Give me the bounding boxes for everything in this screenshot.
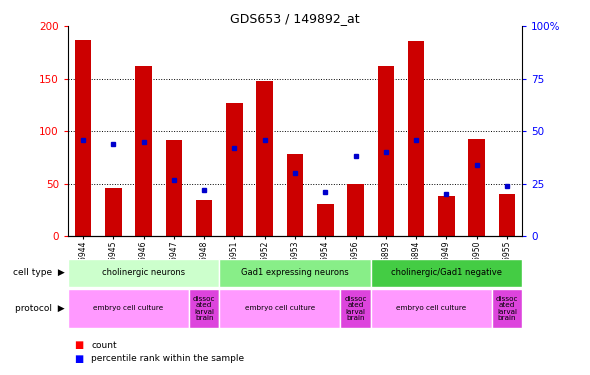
Bar bbox=[378, 66, 394, 236]
Bar bbox=[287, 154, 303, 236]
Bar bbox=[438, 196, 455, 236]
Bar bbox=[348, 184, 364, 236]
Text: embryo cell culture: embryo cell culture bbox=[245, 305, 315, 311]
Text: ■: ■ bbox=[74, 354, 83, 364]
Bar bbox=[219, 289, 340, 328]
Bar bbox=[68, 289, 189, 328]
Bar bbox=[68, 259, 219, 287]
Text: ■: ■ bbox=[74, 340, 83, 350]
Bar bbox=[135, 66, 152, 236]
Bar bbox=[166, 140, 182, 236]
Text: embryo cell culture: embryo cell culture bbox=[93, 305, 163, 311]
Bar bbox=[317, 204, 333, 236]
Bar bbox=[408, 41, 424, 236]
Bar bbox=[468, 139, 485, 236]
Text: embryo cell culture: embryo cell culture bbox=[396, 305, 467, 311]
Text: cholinergic neurons: cholinergic neurons bbox=[102, 268, 185, 278]
Text: dissoc
ated
larval
brain: dissoc ated larval brain bbox=[193, 296, 215, 321]
Title: GDS653 / 149892_at: GDS653 / 149892_at bbox=[230, 12, 360, 25]
Bar bbox=[371, 289, 492, 328]
Bar bbox=[499, 194, 515, 236]
Bar bbox=[257, 81, 273, 236]
Bar bbox=[75, 40, 91, 236]
Text: cell type  ▶: cell type ▶ bbox=[13, 268, 65, 278]
Bar bbox=[371, 259, 522, 287]
Text: protocol  ▶: protocol ▶ bbox=[15, 304, 65, 313]
Text: dissoc
ated
larval
brain: dissoc ated larval brain bbox=[496, 296, 518, 321]
Bar bbox=[196, 200, 212, 236]
Bar bbox=[340, 289, 371, 328]
Bar bbox=[219, 259, 371, 287]
Bar bbox=[492, 289, 522, 328]
Text: count: count bbox=[91, 340, 117, 350]
Bar bbox=[105, 188, 122, 236]
Text: cholinergic/Gad1 negative: cholinergic/Gad1 negative bbox=[391, 268, 502, 278]
Text: Gad1 expressing neurons: Gad1 expressing neurons bbox=[241, 268, 349, 278]
Text: percentile rank within the sample: percentile rank within the sample bbox=[91, 354, 245, 363]
Bar bbox=[226, 103, 242, 236]
Bar bbox=[189, 289, 219, 328]
Text: dissoc
ated
larval
brain: dissoc ated larval brain bbox=[345, 296, 367, 321]
